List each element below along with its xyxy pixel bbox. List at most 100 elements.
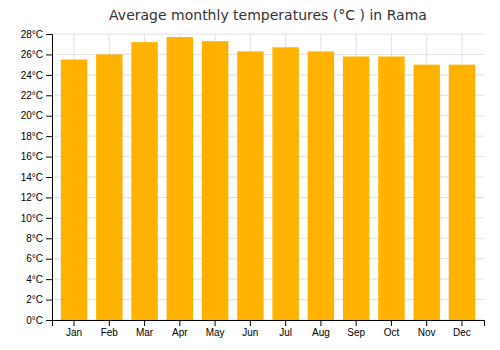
tick: 12°C bbox=[21, 192, 52, 203]
tick-label: Apr bbox=[172, 327, 188, 338]
tick-label: Feb bbox=[101, 327, 119, 338]
tick-label: Jan bbox=[66, 327, 82, 338]
tick: Apr bbox=[172, 320, 188, 338]
tick-label: 16°C bbox=[21, 151, 43, 162]
tick-mark bbox=[109, 320, 110, 326]
tick-mark bbox=[426, 320, 427, 326]
tick-mark bbox=[46, 136, 52, 137]
tick-mark bbox=[250, 320, 251, 326]
tick: Oct bbox=[384, 320, 400, 338]
bar bbox=[237, 51, 263, 320]
tick-label: 24°C bbox=[21, 70, 43, 81]
tick-mark bbox=[46, 238, 52, 239]
bar bbox=[61, 60, 87, 320]
tick-label: 18°C bbox=[21, 131, 43, 142]
tick-mark bbox=[46, 95, 52, 96]
tick-label: 0°C bbox=[26, 315, 43, 326]
bars bbox=[61, 37, 475, 320]
tick-label: Mar bbox=[136, 327, 154, 338]
tick-mark bbox=[285, 320, 286, 326]
tick-mark bbox=[74, 320, 75, 326]
tick-mark bbox=[46, 75, 52, 76]
bar bbox=[413, 65, 439, 320]
tick-mark bbox=[144, 320, 145, 326]
bar bbox=[343, 56, 369, 320]
bar bbox=[131, 42, 157, 320]
tick-label: Nov bbox=[418, 327, 436, 338]
grid bbox=[52, 34, 484, 320]
tick: 22°C bbox=[21, 90, 52, 101]
tick: Jul bbox=[279, 320, 292, 338]
tick: Feb bbox=[101, 320, 119, 338]
tick-mark bbox=[46, 320, 52, 321]
tick-mark bbox=[461, 320, 462, 326]
tick-mark bbox=[391, 320, 392, 326]
tick-mark bbox=[356, 320, 357, 326]
tick-label: May bbox=[206, 327, 225, 338]
tick-label: 14°C bbox=[21, 172, 43, 183]
title: Average monthly temperatures (°C ) in Ra… bbox=[109, 7, 427, 23]
bar bbox=[449, 65, 475, 320]
axis-line bbox=[53, 321, 485, 327]
tick: 6°C bbox=[26, 253, 52, 264]
tick-label: 10°C bbox=[21, 213, 43, 224]
tick-label: 28°C bbox=[21, 29, 43, 40]
tick: Jun bbox=[242, 320, 258, 338]
tick: 8°C bbox=[26, 233, 52, 244]
tick-label: 26°C bbox=[21, 49, 43, 60]
bar bbox=[272, 47, 298, 320]
tick: May bbox=[206, 320, 225, 338]
tick: 26°C bbox=[21, 49, 52, 60]
tick-label: 12°C bbox=[21, 192, 43, 203]
tick: Dec bbox=[453, 320, 471, 338]
tick: Nov bbox=[418, 320, 436, 338]
grid-line-y bbox=[52, 34, 484, 35]
tick-label: 2°C bbox=[26, 294, 43, 305]
tick-mark bbox=[46, 157, 52, 158]
tick: 10°C bbox=[21, 213, 52, 224]
bar bbox=[308, 51, 334, 320]
tick: 4°C bbox=[26, 274, 52, 285]
tick: 20°C bbox=[21, 110, 52, 121]
tick: Mar bbox=[136, 320, 154, 338]
tick-mark bbox=[320, 320, 321, 326]
tick-label: 6°C bbox=[26, 253, 43, 264]
tick-label: Sep bbox=[347, 327, 365, 338]
tick-label: Jun bbox=[242, 327, 258, 338]
tick-mark bbox=[46, 34, 52, 35]
tick: Aug bbox=[312, 320, 330, 338]
bar bbox=[96, 54, 122, 320]
tick-mark bbox=[46, 116, 52, 117]
axis-line bbox=[46, 35, 53, 321]
tick-mark bbox=[179, 320, 180, 326]
tick-mark bbox=[46, 300, 52, 301]
tick-label: 20°C bbox=[21, 110, 43, 121]
tick-label: Oct bbox=[384, 327, 400, 338]
y-axis: 0°C 2°C 4°C 6°C 8°C 10°C 12°C 14°C 16°C 18°C 20°C 2… bbox=[21, 29, 53, 326]
tick: 28°C bbox=[21, 29, 52, 40]
x-axis: Jan Feb Mar Apr May Jun Jul Aug Sep Oct Nov Dec bbox=[53, 320, 485, 338]
tick-label: 8°C bbox=[26, 233, 43, 244]
tick: 0°C bbox=[26, 315, 52, 326]
tick: Jan bbox=[66, 320, 82, 338]
tick-mark bbox=[46, 279, 52, 280]
bar bbox=[167, 37, 193, 320]
tick: 16°C bbox=[21, 151, 52, 162]
tick: Sep bbox=[347, 320, 365, 338]
bar bbox=[378, 56, 404, 320]
tick: 2°C bbox=[26, 294, 52, 305]
tick-mark bbox=[46, 218, 52, 219]
tick-mark bbox=[46, 54, 52, 55]
tick-mark bbox=[215, 320, 216, 326]
tick: 14°C bbox=[21, 172, 52, 183]
bar bbox=[202, 41, 228, 320]
tick-label: Dec bbox=[453, 327, 471, 338]
tick: 24°C bbox=[21, 70, 52, 81]
tick-label: 4°C bbox=[26, 274, 43, 285]
tick-mark bbox=[46, 177, 52, 178]
tick: 18°C bbox=[21, 131, 52, 142]
chart: 0°C 2°C 4°C 6°C 8°C 10°C 12°C 14°C 16°C 18°C 20°C 2… bbox=[0, 0, 500, 350]
tick-mark bbox=[46, 197, 52, 198]
tick-label: 22°C bbox=[21, 90, 43, 101]
tick-label: Aug bbox=[312, 327, 330, 338]
